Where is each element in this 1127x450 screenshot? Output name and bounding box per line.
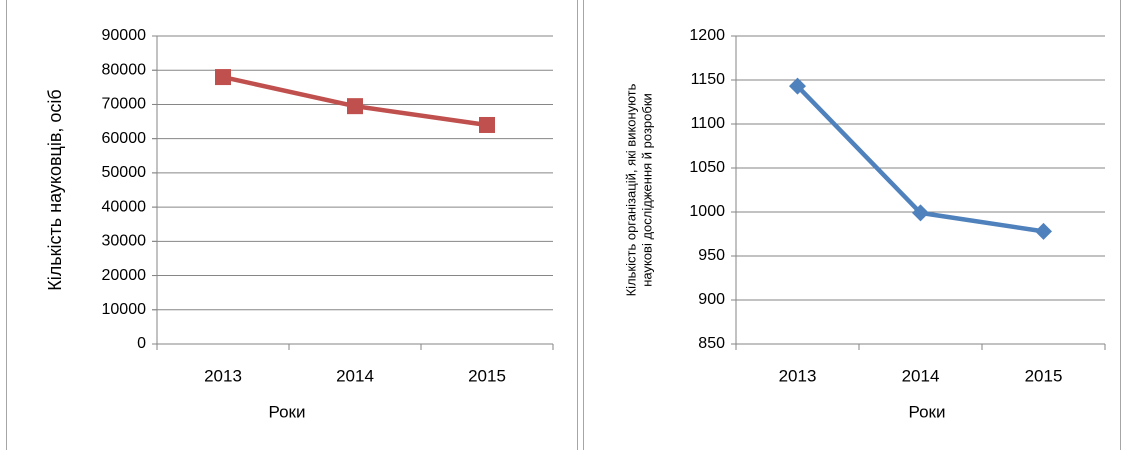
data-point-marker (215, 69, 231, 86)
axes (152, 35, 554, 350)
x-tick-label: 2014 (336, 366, 374, 385)
y-tick-label: 1050 (689, 159, 725, 176)
chart-panel-organizations: 850 900 950 1000 1050 1100 1150 1200 2013 2014 20… (583, 0, 1121, 450)
data-point-marker (479, 116, 495, 133)
x-tick-label: 2014 (902, 366, 940, 385)
grid-lines (152, 35, 553, 311)
series-researchers (215, 69, 495, 133)
y-axis-title-line-2: наукові дослідження й розробки (639, 93, 654, 287)
y-tick-label: 900 (698, 291, 725, 308)
y-tick-label: 40000 (102, 198, 147, 215)
y-tick-label: 850 (698, 335, 725, 352)
y-tick-label: 1100 (691, 115, 726, 132)
y-tick-label: 30000 (102, 233, 147, 250)
grid-lines (731, 35, 1105, 301)
y-tick-label: 1200 (689, 27, 725, 44)
y-axis-title: Кількість науковців, осіб (45, 89, 65, 290)
data-point-marker (347, 98, 363, 115)
y-tick-label: 950 (698, 247, 725, 264)
x-tick-label: 2015 (468, 366, 506, 385)
x-tick-label: 2015 (1025, 366, 1063, 385)
y-tick-label: 50000 (102, 164, 147, 181)
x-axis-title: Роки (909, 402, 946, 421)
y-tick-labels: 0 10000 20000 30000 40000 50000 60000 70000 8000… (102, 27, 147, 352)
data-point-marker (1035, 222, 1052, 240)
y-tick-label: 10000 (102, 301, 147, 318)
x-axis-title: Роки (269, 402, 306, 421)
chart-researchers-svg: 0 10000 20000 30000 40000 50000 60000 70000 8000… (45, 27, 554, 421)
x-tick-label: 2013 (204, 366, 242, 385)
x-tick-labels: 2013 2014 2015 (204, 366, 506, 385)
y-tick-label: 80000 (102, 61, 147, 78)
y-tick-label: 1000 (689, 203, 725, 220)
y-tick-label: 90000 (102, 27, 147, 44)
y-tick-label: 70000 (102, 96, 147, 113)
y-tick-label: 1150 (691, 71, 726, 88)
y-axis-title-line-1: Кількість організацій, які виконують (623, 83, 638, 296)
chart-panel-researchers: 0 10000 20000 30000 40000 50000 60000 70000 8000… (6, 0, 578, 450)
y-tick-label: 0 (137, 335, 146, 352)
data-point-marker (789, 77, 806, 95)
data-point-marker (912, 204, 929, 222)
y-axis-title: Кількість організацій, які виконують нау… (623, 83, 654, 296)
x-tick-labels: 2013 2014 2015 (779, 366, 1063, 385)
y-tick-label: 20000 (102, 267, 147, 284)
y-tick-labels: 850 900 950 1000 1050 1100 1150 1200 (689, 27, 725, 352)
x-tick-label: 2013 (779, 366, 817, 385)
axes (731, 35, 1106, 350)
y-tick-label: 60000 (102, 130, 147, 147)
series-organizations (789, 77, 1052, 240)
